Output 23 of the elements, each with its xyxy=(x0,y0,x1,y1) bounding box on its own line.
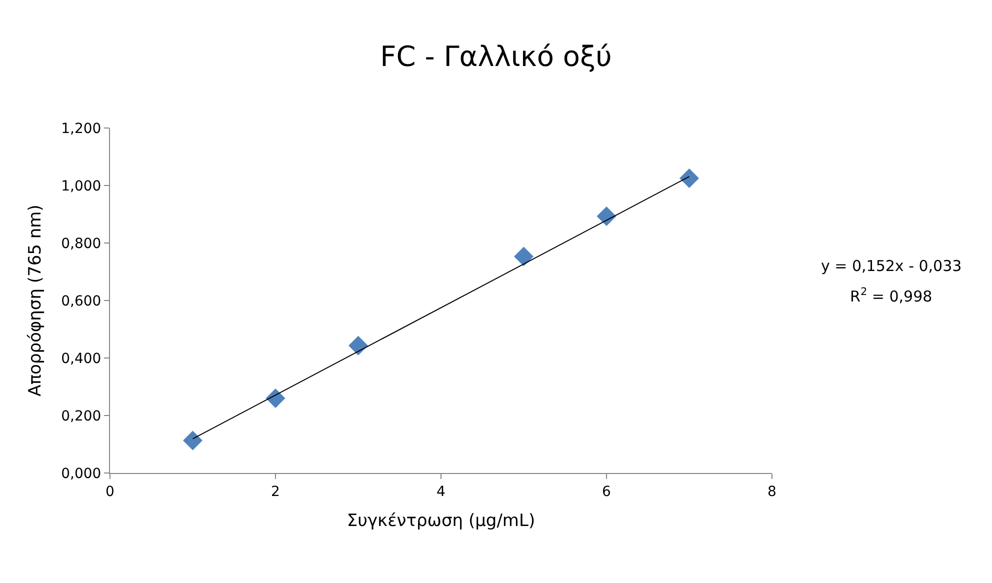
y-tick-label: 0,800 xyxy=(61,236,102,252)
point xyxy=(514,246,534,266)
point xyxy=(680,168,699,188)
y-tick-label: 1,200 xyxy=(61,120,102,137)
x-tick-label: 8 xyxy=(768,484,776,500)
y-tick-label: 0,200 xyxy=(61,408,102,424)
y-tick-label: 0,000 xyxy=(61,466,102,482)
x-tick-label: 0 xyxy=(106,484,114,500)
x-tick-label: 2 xyxy=(271,484,280,500)
point xyxy=(596,206,616,226)
chart-title: FC - Γαλλικό οξύ xyxy=(380,40,612,74)
x-tick-label: 6 xyxy=(602,484,612,500)
point xyxy=(348,336,368,356)
x-tick-label: 4 xyxy=(436,484,446,500)
text: R$^{2}$ = 0,998 xyxy=(850,286,932,306)
point xyxy=(183,430,202,450)
y-tick-label: 0,600 xyxy=(61,293,102,310)
y-tick-label: 1,000 xyxy=(61,178,102,194)
text: y = 0,152x - 0,033 xyxy=(821,257,962,275)
y-tick-label: 0,400 xyxy=(61,350,102,367)
y-axis-title: Απορρόφηση (765 nm) xyxy=(26,204,46,396)
point xyxy=(266,388,286,408)
x-axis-title: Συγκέντρωση (μg/mL) xyxy=(346,511,536,532)
